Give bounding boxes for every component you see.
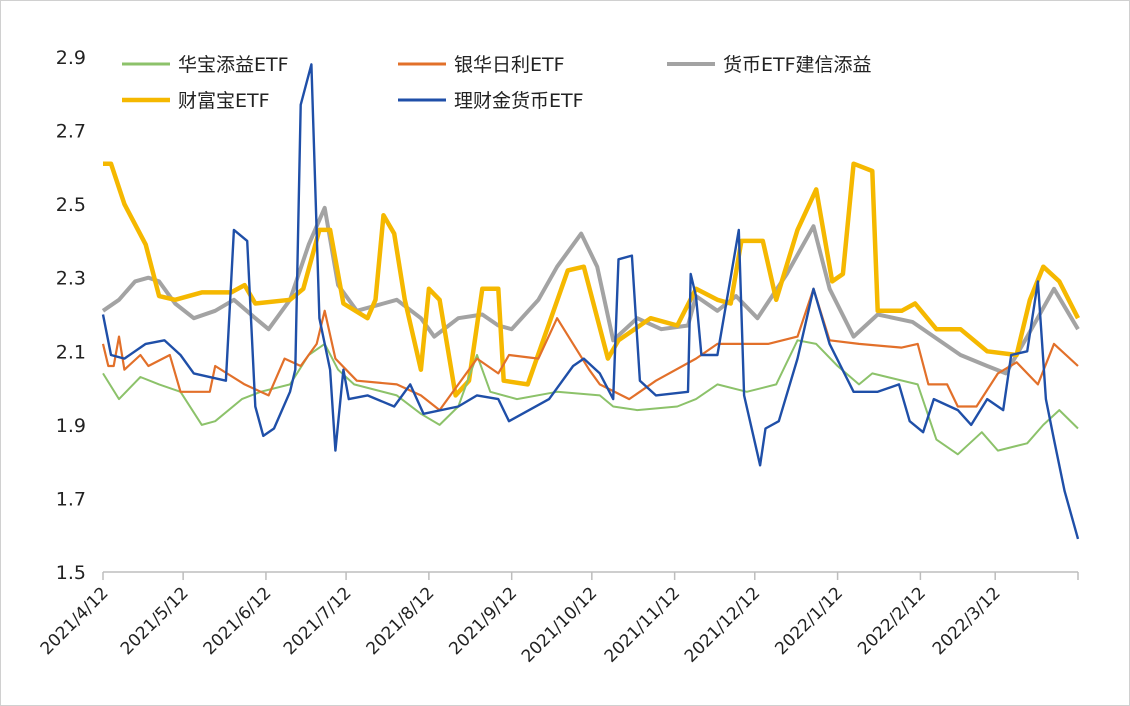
x-tick-label: 2022/1/12 [771,583,847,659]
y-tick-label: 2.1 [56,341,86,363]
x-tick-label: 2021/6/12 [200,583,276,659]
series-line-2 [101,205,1080,376]
legend-label: 财富宝ETF [178,90,270,112]
series-line-4 [101,63,1080,540]
x-tick-label: 2021/4/12 [37,583,113,659]
x-tick-label: 2021/7/12 [280,583,356,659]
x-tick-label: 2021/12/12 [681,583,764,666]
series-line-3 [103,161,1081,398]
series-line-1 [101,287,1079,412]
y-tick-label: 2.3 [56,268,86,290]
y-tick-label: 1.9 [56,415,86,437]
x-tick-label: 2021/5/12 [117,583,193,659]
x-tick-label: 2021/8/12 [363,583,439,659]
legend-label: 理财金货币ETF [454,90,584,112]
y-tick-label: 1.7 [56,488,86,510]
y-tick-label: 1.5 [56,562,86,584]
series-line-0 [102,339,1079,456]
x-tick-label: 2022/3/12 [929,583,1005,659]
legend-label: 华宝添益ETF [178,54,289,76]
legend-label: 货币ETF建信添益 [723,54,872,76]
x-tick-label: 2021/11/12 [601,583,684,666]
legend-label: 银华日利ETF [454,54,565,76]
y-tick-label: 2.7 [56,121,86,143]
x-tick-label: 2022/2/12 [854,583,930,659]
x-tick-label: 2021/10/12 [518,583,601,666]
x-tick-label: 2021/9/12 [445,583,521,659]
y-tick-label: 2.9 [56,47,86,69]
y-tick-label: 2.5 [56,194,86,216]
series-layer [101,63,1081,540]
